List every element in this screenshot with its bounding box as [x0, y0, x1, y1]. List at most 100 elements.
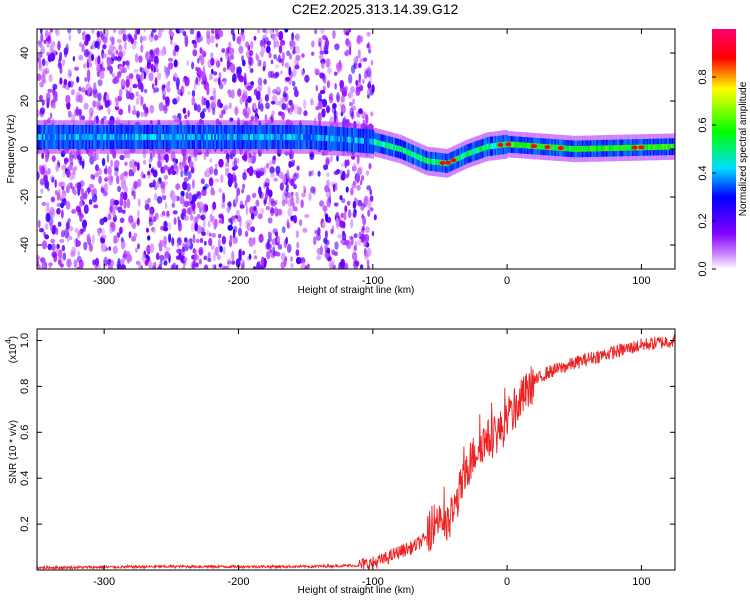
spectrogram-ridge-core: [614, 145, 616, 151]
spectrogram-noise-cell: [316, 233, 321, 241]
spectrogram-noise-cell: [171, 170, 177, 176]
spectrogram-noise-cell: [350, 236, 354, 246]
spectrogram-noise-cell: [301, 262, 306, 269]
spectrogram-noise-cell: [172, 157, 177, 163]
spectrogram-noise-cell: [168, 233, 172, 243]
spectrogram-noise-cell: [199, 237, 204, 244]
spectrogram-noise-cell: [281, 103, 287, 110]
spectrogram-noise-cell: [237, 88, 242, 97]
spectrogram-noise-cell: [271, 33, 277, 41]
spectrogram-noise-cell: [334, 241, 339, 250]
spectrogram-noise-cell: [136, 29, 141, 35]
spectrogram-noise-cell: [74, 108, 78, 117]
spectrogram-noise-cell: [98, 175, 102, 184]
spectrogram-ridge-core: [425, 157, 427, 164]
spectrogram-noise-cell: [334, 109, 337, 118]
spectrogram-noise-cell: [325, 252, 330, 259]
snr-x-tick-label: -200: [227, 576, 249, 588]
spectrogram-noise-cell: [357, 35, 361, 44]
spectrogram-ridge-core: [299, 134, 302, 140]
spectrogram-noise-cell: [267, 70, 273, 79]
spectrogram-noise-cell: [326, 67, 332, 74]
spectrogram-noise-cell: [122, 67, 127, 74]
spectrogram-noise-cell: [153, 261, 157, 268]
spectrogram-ridge-core: [204, 134, 207, 140]
spectrogram-noise-cell: [262, 65, 266, 72]
spectrogram-noise-cell: [307, 263, 310, 269]
spectrogram-noise-cell: [212, 90, 217, 100]
spectrogram-noise-cell: [315, 106, 320, 111]
spectrogram-ridge-core: [96, 134, 99, 140]
snr-x-tick-label: 100: [632, 576, 650, 588]
spectrogram-ridge-core: [58, 134, 60, 140]
spectrogram-noise-cell: [319, 45, 323, 51]
spectrogram-ridge-core: [644, 144, 647, 151]
spectrogram-ridge-core: [104, 134, 107, 140]
spectrogram-noise-cell: [116, 260, 121, 269]
spectrogram-ridge-core: [626, 144, 629, 151]
spectrogram-noise-cell: [81, 32, 86, 37]
snr-x-axis-label: Height of straight line (km): [298, 585, 415, 596]
spectrogram-noise-cell: [191, 96, 196, 106]
spectrogram-noise-cell: [88, 62, 93, 68]
spectrogram-ridge-core: [494, 142, 497, 149]
spectrogram-noise-cell: [366, 185, 372, 191]
spectrogram-ridge-core: [341, 136, 344, 143]
spectrogram-noise-cell: [202, 108, 207, 113]
spectrogram-ridge-core: [61, 134, 63, 140]
spectrogram-noise-cell: [88, 183, 92, 189]
spectrogram-noise-cell: [154, 55, 159, 66]
spectrogram-noise-cell: [269, 166, 275, 174]
spectrogram-noise-cell: [362, 225, 365, 231]
spectrogram-ridge-core: [399, 146, 402, 152]
spectrogram-ridge-core: [597, 145, 600, 152]
spectrogram-ridge-core: [332, 135, 334, 142]
spectrogram-noise-cell: [317, 227, 321, 236]
snr-multiplier-base: (x104): [4, 336, 19, 363]
spectrogram-noise-cell: [303, 99, 307, 109]
spectrogram-noise-cell: [373, 214, 377, 221]
spectrogram-noise-cell: [50, 196, 56, 203]
snr-line: [37, 334, 675, 570]
spectrogram-noise-cell: [61, 229, 65, 238]
spectrogram-noise-cell: [112, 208, 116, 218]
spectrogram-noise-cell: [224, 104, 229, 111]
spectrogram-noise-cell: [137, 243, 140, 250]
spectrogram-noise-cell: [275, 86, 281, 92]
spectrogram-ridge-core: [343, 136, 345, 143]
spectrogram-noise-cell: [359, 179, 363, 186]
spectrogram-noise-cell: [185, 191, 189, 200]
spectrogram-ridge-core: [153, 134, 155, 140]
spectrogram-noise-cell: [186, 240, 191, 248]
spectrogram-ridge-core: [230, 134, 232, 140]
spectrogram-ridge-core: [657, 144, 660, 150]
spectrogram-noise-cell: [66, 258, 72, 268]
spectrogram-noise-cell: [273, 177, 278, 182]
spectrogram-noise-cell: [70, 250, 76, 258]
spectrogram-noise-cell: [360, 206, 365, 211]
spectrogram-noise-cell: [282, 90, 287, 98]
spectrogram-noise-cell: [200, 36, 204, 42]
spectrogram-noise-cell: [223, 80, 227, 85]
spectrogram-noise-cell: [109, 44, 114, 52]
spectrogram-noise-cell: [317, 112, 322, 123]
spectrogram-ridge-core: [148, 134, 150, 140]
spectrogram-noise-cell: [333, 251, 338, 257]
spectrogram-noise-cell: [213, 78, 219, 83]
spectrogram-ridge-core: [70, 134, 73, 140]
spectrogram-noise-cell: [325, 191, 331, 197]
spectrogram-ridge-core: [143, 134, 145, 140]
spectrogram-ridge-core: [541, 143, 544, 150]
spectrogram-noise-cell: [37, 170, 40, 181]
spectrogram-ridge-core: [114, 134, 116, 140]
spectrogram-ridge-core: [112, 134, 115, 140]
spectrogram-noise-cell: [45, 29, 49, 39]
spectrogram-noise-cell: [199, 47, 203, 54]
spectrogram-noise-cell: [367, 80, 372, 91]
spectrogram-noise-cell: [167, 168, 172, 176]
spectrogram-noise-cell: [53, 253, 58, 263]
spectrogram-noise-cell: [256, 55, 260, 63]
spectrogram-noise-cell: [184, 114, 188, 120]
spectrogram-noise-cell: [166, 210, 170, 217]
spectrogram-ridge-core: [372, 138, 374, 145]
